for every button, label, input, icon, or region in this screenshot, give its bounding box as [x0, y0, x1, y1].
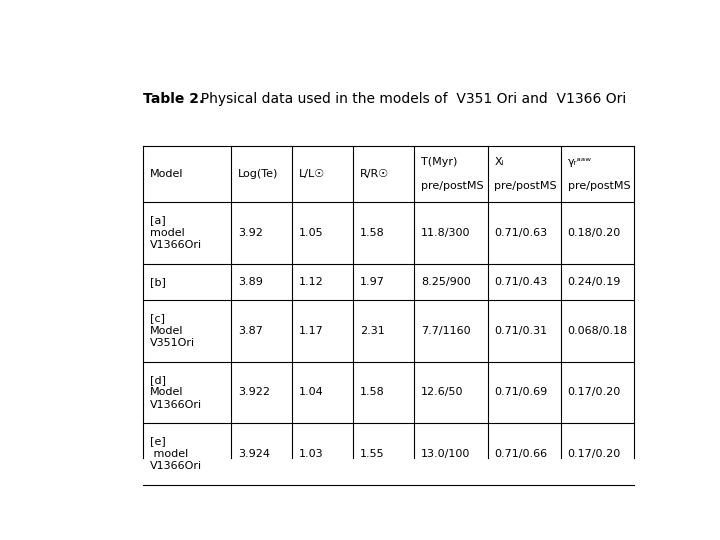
Text: 0.24/0.19: 0.24/0.19: [567, 277, 621, 287]
Text: [c]
Model
V351Ori: [c] Model V351Ori: [150, 314, 195, 348]
Text: 3.92: 3.92: [238, 228, 263, 238]
Text: 3.924: 3.924: [238, 449, 270, 459]
Text: Table 2.: Table 2.: [143, 92, 204, 106]
Text: 2.31: 2.31: [360, 326, 385, 336]
Text: T(Myr): T(Myr): [421, 157, 457, 167]
Text: Xᵢ: Xᵢ: [495, 157, 504, 167]
Text: 1.17: 1.17: [299, 326, 324, 336]
Text: 1.05: 1.05: [299, 228, 324, 238]
Text: 0.068/0.18: 0.068/0.18: [567, 326, 628, 336]
Text: 0.17/0.20: 0.17/0.20: [567, 449, 621, 459]
Text: 3.922: 3.922: [238, 388, 270, 397]
Text: Physical data used in the models of  V351 Ori and  V1366 Ori: Physical data used in the models of V351…: [192, 92, 626, 106]
Text: 1.12: 1.12: [299, 277, 324, 287]
Text: 0.17/0.20: 0.17/0.20: [567, 388, 621, 397]
Text: R/R☉: R/R☉: [360, 169, 390, 179]
Text: γᵣᵃᵃʷ: γᵣᵃᵃʷ: [567, 157, 592, 167]
Text: pre/postMS: pre/postMS: [567, 181, 630, 191]
Text: [e]
 model
V1366Ori: [e] model V1366Ori: [150, 436, 202, 471]
Text: L/L☉: L/L☉: [299, 169, 325, 179]
Text: pre/postMS: pre/postMS: [495, 181, 557, 191]
Text: [a]
model
V1366Ori: [a] model V1366Ori: [150, 215, 202, 250]
Text: 0.71/0.43: 0.71/0.43: [495, 277, 548, 287]
Text: 8.25/900: 8.25/900: [421, 277, 471, 287]
Text: 13.0/100: 13.0/100: [421, 449, 471, 459]
Text: 3.89: 3.89: [238, 277, 263, 287]
Text: Log(Te): Log(Te): [238, 169, 279, 179]
Text: 12.6/50: 12.6/50: [421, 388, 464, 397]
Text: pre/postMS: pre/postMS: [421, 181, 484, 191]
Text: Model: Model: [150, 169, 183, 179]
Text: 3.87: 3.87: [238, 326, 263, 336]
Text: 1.55: 1.55: [360, 449, 384, 459]
Text: 1.04: 1.04: [299, 388, 324, 397]
Text: 0.71/0.31: 0.71/0.31: [495, 326, 547, 336]
Text: 1.03: 1.03: [299, 449, 324, 459]
Text: 11.8/300: 11.8/300: [421, 228, 471, 238]
Text: 7.7/1160: 7.7/1160: [421, 326, 471, 336]
Text: 0.18/0.20: 0.18/0.20: [567, 228, 621, 238]
Text: 0.71/0.63: 0.71/0.63: [495, 228, 547, 238]
Text: 0.71/0.69: 0.71/0.69: [495, 388, 548, 397]
Text: 0.71/0.66: 0.71/0.66: [495, 449, 547, 459]
Text: [b]: [b]: [150, 277, 166, 287]
Text: 1.97: 1.97: [360, 277, 385, 287]
Text: 1.58: 1.58: [360, 228, 385, 238]
Text: [d]
Model
V1366Ori: [d] Model V1366Ori: [150, 375, 202, 410]
Text: 1.58: 1.58: [360, 388, 385, 397]
